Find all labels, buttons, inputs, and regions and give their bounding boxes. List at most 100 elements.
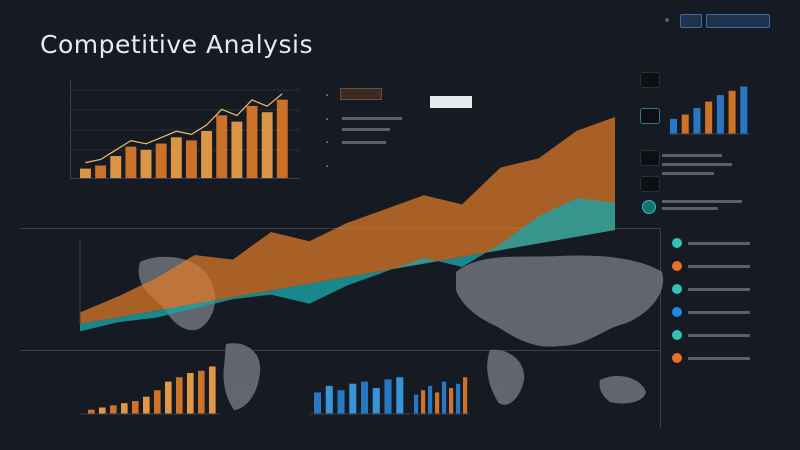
bar	[681, 114, 689, 134]
bar	[456, 383, 461, 414]
bar	[125, 146, 137, 178]
side-list-item[interactable]	[672, 330, 762, 340]
status-badge-icon	[672, 307, 682, 317]
bar	[314, 392, 322, 414]
bar	[216, 115, 228, 178]
bar	[349, 383, 357, 414]
bottom-bar-chart-3	[414, 377, 468, 414]
legend-row	[342, 117, 402, 120]
bar	[276, 99, 288, 178]
bar	[231, 121, 243, 178]
bar	[716, 95, 724, 134]
bar	[132, 401, 139, 414]
legend-chip	[340, 88, 382, 100]
legend-row	[342, 141, 386, 144]
top-bar-chart	[80, 99, 288, 178]
bar	[421, 390, 426, 414]
page-title: Competitive Analysis	[40, 30, 313, 59]
item-bar	[688, 333, 750, 337]
section-divider	[660, 228, 661, 428]
bar	[693, 108, 701, 134]
bar	[99, 407, 106, 414]
bar	[170, 137, 182, 178]
section-divider	[20, 350, 660, 351]
bar	[372, 388, 380, 414]
bar	[110, 405, 117, 414]
status-badge-icon	[672, 238, 682, 248]
bar	[246, 105, 258, 178]
side-list-item[interactable]	[672, 238, 762, 248]
thumbnail-globe-icon[interactable]	[640, 108, 660, 124]
trend-line	[85, 93, 283, 164]
bar	[187, 372, 194, 414]
bottom-bar-chart-2	[314, 377, 404, 414]
item-bar	[688, 287, 750, 291]
bottom-axis	[80, 133, 750, 415]
bar	[705, 101, 713, 134]
bar	[728, 90, 736, 134]
bar	[463, 377, 468, 414]
main-area-chart	[80, 117, 615, 332]
bar	[198, 370, 205, 414]
side-list-item[interactable]	[672, 284, 762, 294]
bottom-bar-chart-1	[88, 366, 216, 414]
bar	[435, 392, 440, 414]
side-legend-list	[672, 238, 762, 376]
chart-axis	[70, 178, 300, 179]
item-bar	[688, 356, 750, 360]
bar	[154, 390, 161, 414]
bar	[261, 112, 273, 178]
bar	[361, 381, 369, 414]
item-bar	[688, 310, 750, 314]
bar	[121, 403, 128, 414]
bar	[325, 385, 333, 414]
bar	[80, 168, 91, 178]
bar	[396, 377, 404, 414]
bar	[209, 366, 216, 414]
bar	[414, 394, 419, 414]
thumbnail-map-icon[interactable]	[640, 176, 660, 192]
bar	[337, 390, 345, 414]
legend-bullet-icon: ▪	[326, 140, 329, 146]
bar	[155, 143, 167, 178]
bar	[88, 409, 95, 414]
bar	[670, 118, 678, 134]
bar	[176, 377, 183, 414]
status-badge-icon[interactable]	[642, 200, 656, 214]
bar	[165, 381, 172, 414]
bar	[110, 156, 122, 178]
legend-box	[430, 96, 472, 108]
legend-bullet-icon: ▪	[326, 117, 329, 123]
bar	[186, 140, 197, 178]
item-bar	[688, 264, 750, 268]
side-list-item[interactable]	[672, 353, 762, 363]
mini-stats	[662, 150, 752, 190]
item-bar	[688, 241, 750, 245]
thumbnail-globe-icon[interactable]	[640, 72, 660, 88]
bar	[140, 149, 152, 178]
right-bar-chart	[670, 86, 748, 134]
thumbnail-map-icon[interactable]	[640, 150, 660, 166]
bar	[740, 86, 748, 134]
status-badge-icon	[672, 330, 682, 340]
mini-stats	[662, 200, 752, 210]
status-badge-icon	[672, 353, 682, 363]
toolbar-button-2[interactable]	[706, 14, 770, 28]
legend-bullet-icon: ▪	[326, 164, 329, 170]
bar	[442, 381, 447, 414]
status-badge-icon	[672, 261, 682, 271]
area-series-2	[80, 198, 615, 332]
status-badge-icon	[672, 284, 682, 294]
bar	[201, 131, 213, 178]
bar	[428, 385, 433, 414]
bar	[143, 396, 150, 414]
toolbar-button-1[interactable]	[680, 14, 702, 28]
bar	[95, 165, 107, 178]
area-series-1	[80, 117, 615, 324]
side-list-item[interactable]	[672, 307, 762, 317]
legend-row	[342, 128, 390, 131]
chart-grid	[70, 89, 300, 151]
side-list-item[interactable]	[672, 261, 762, 271]
menu-dot-icon[interactable]	[665, 18, 669, 22]
